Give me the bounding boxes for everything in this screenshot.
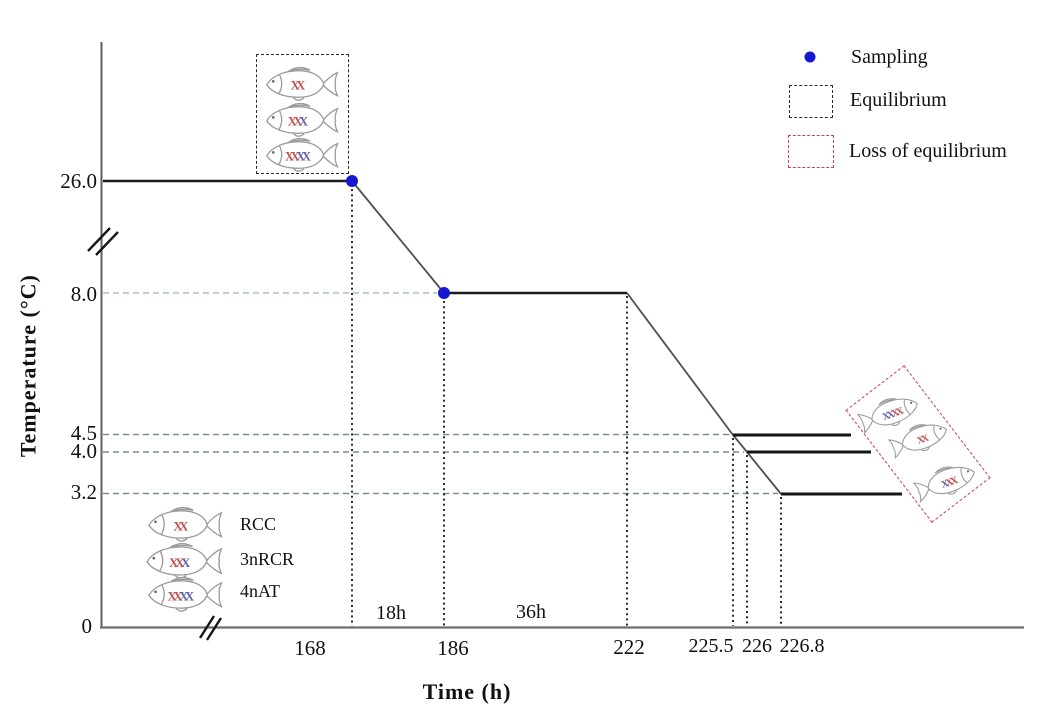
chromosome-red-mark: X <box>296 79 305 93</box>
key-label-rcc: RCC <box>240 514 277 534</box>
x-tick-186: 186 <box>437 636 469 660</box>
x-tick-226.8: 226.8 <box>779 635 825 657</box>
key-label-4nat: 4nAT <box>240 581 280 601</box>
y-tick-3.2: 3.2 <box>70 480 97 504</box>
x-axis-title: Time (h) <box>422 679 512 704</box>
y-tick-0: 0 <box>81 614 93 638</box>
y-axis-break-icon <box>87 227 119 256</box>
chromosome-red-mark: X <box>291 150 300 164</box>
x-tick-225.5: 225.5 <box>688 635 734 657</box>
fish-3nrcr-icon: XXX <box>912 466 975 503</box>
chromosome-red-mark: X <box>949 475 960 488</box>
chromosome-red-mark: X <box>890 407 901 420</box>
chromosome-blue-mark: X <box>181 556 191 570</box>
x-tick-168: 168 <box>294 636 326 660</box>
chromosome-blue-mark: X <box>185 589 194 603</box>
chromosome-blue-mark: X <box>179 589 188 603</box>
y-tick-26.0: 26.0 <box>60 169 97 193</box>
legend-label-loss: Loss of equilibrium <box>849 140 1007 162</box>
chromosome-blue-mark: X <box>299 115 308 129</box>
fish-rcc-icon: XX <box>148 506 223 542</box>
chromosome-red-mark: X <box>294 115 303 129</box>
y-tick-8.0: 8.0 <box>70 282 97 306</box>
chromosome-blue-mark: X <box>940 478 951 491</box>
ramp-8-to-3.2-line <box>626 292 782 495</box>
fish-3nrcr-icon: XXX <box>146 543 223 579</box>
chromosome-red-mark: X <box>920 432 931 445</box>
sampling-point-168h <box>346 175 358 187</box>
x-tick-222: 222 <box>613 635 645 659</box>
chromosome-blue-mark: X <box>296 150 305 164</box>
y-tick-4.5: 4.5 <box>70 421 97 445</box>
chromosome-red-mark: X <box>285 150 294 164</box>
chromosome-red-mark: X <box>173 589 182 603</box>
legend-sampling-dot-icon <box>804 51 816 63</box>
chromosome-red-mark: X <box>288 115 297 129</box>
chromosome-red-mark: X <box>944 476 955 489</box>
chromosome-blue-mark: X <box>302 150 311 164</box>
chromosome-red-mark: X <box>169 556 179 570</box>
chromosome-red-mark: X <box>175 556 185 570</box>
chromosome-blue-mark: X <box>886 408 897 421</box>
interval-label-18h: 18h <box>376 602 406 624</box>
chromosome-red-mark: X <box>168 589 177 603</box>
chromosome-blue-mark: X <box>881 410 892 423</box>
y-tick-4.0: 4.0 <box>70 439 97 463</box>
chromosome-red-mark: X <box>916 434 927 447</box>
chromosome-red-mark: X <box>895 405 906 418</box>
equilibrium-region-box <box>256 54 349 174</box>
chromosome-red-mark: X <box>173 519 182 533</box>
fish-rcc-icon: XX <box>887 424 948 459</box>
legend-label-sampling: Sampling <box>851 46 928 68</box>
key-label-3nrcr: 3nRCR <box>240 549 295 569</box>
y-axis-title: Temperature (°C) <box>15 274 41 458</box>
x-axis-break-icon <box>198 615 223 641</box>
chromosome-red-mark: X <box>179 519 188 533</box>
x-tick-226: 226 <box>742 635 772 657</box>
legend-loss-swatch <box>788 135 834 168</box>
ramp-26-to-8-line <box>351 180 445 294</box>
time-marker-dotted-lines <box>351 189 782 626</box>
legend-label-equilibrium: Equilibrium <box>850 89 947 111</box>
sampling-point-186h <box>438 287 450 299</box>
fish-3nrcr-icon: XXX <box>266 102 339 137</box>
legend-equilibrium-swatch <box>789 85 833 118</box>
fish-rcc-icon: XX <box>266 66 339 101</box>
chromosome-red-mark: X <box>291 79 300 93</box>
interval-label-36h: 36h <box>516 601 546 623</box>
